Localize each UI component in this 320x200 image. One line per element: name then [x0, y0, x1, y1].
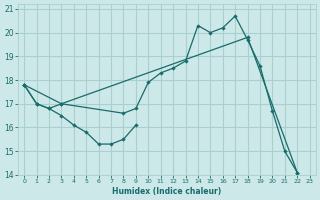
X-axis label: Humidex (Indice chaleur): Humidex (Indice chaleur) — [112, 187, 221, 196]
